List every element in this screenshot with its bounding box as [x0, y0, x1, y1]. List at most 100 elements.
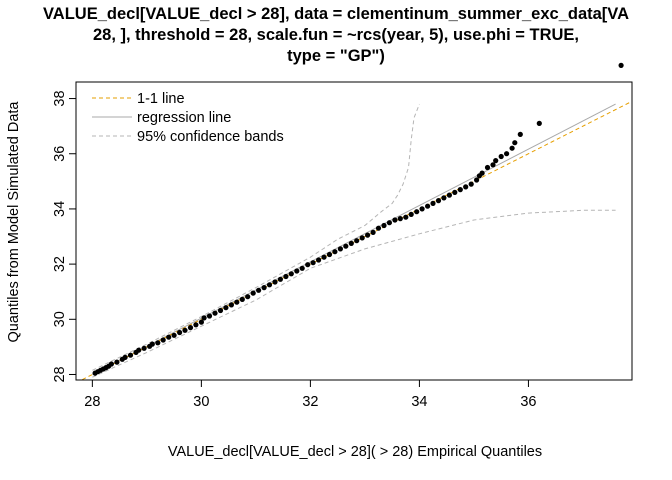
data-point	[149, 341, 155, 347]
data-point	[193, 322, 199, 328]
data-point	[479, 170, 485, 176]
data-point	[365, 232, 371, 238]
x-tick-label: 28	[84, 394, 100, 410]
data-point	[234, 299, 240, 305]
data-point	[425, 203, 431, 209]
data-point	[223, 305, 229, 311]
legend-label: 1-1 line	[137, 91, 185, 107]
y-tick-label: 32	[52, 256, 68, 272]
data-point	[435, 198, 442, 204]
data-point	[484, 164, 491, 171]
data-point	[326, 251, 333, 258]
chart-title-line-3: type = "GP")	[287, 47, 385, 65]
data-point	[141, 345, 147, 351]
legend-label: 95% confidence bands	[137, 129, 284, 145]
y-axis-label: Quantiles from Model Simulated Data	[6, 101, 22, 343]
data-point	[277, 276, 283, 282]
data-point	[618, 62, 624, 68]
data-point	[201, 315, 207, 321]
data-point	[359, 235, 365, 241]
data-point	[305, 262, 311, 268]
regression-line	[92, 103, 616, 375]
data-point	[414, 209, 420, 215]
data-point	[316, 257, 322, 263]
data-point	[457, 187, 463, 193]
data-point	[294, 268, 300, 274]
data-point	[354, 238, 360, 244]
y-tick-label: 30	[52, 311, 68, 327]
data-point	[266, 282, 273, 288]
y-tick-label: 38	[52, 90, 68, 106]
data-points	[92, 62, 624, 376]
data-point	[114, 359, 120, 365]
data-point	[261, 285, 267, 291]
upper-confidence-band	[92, 103, 420, 371]
data-point	[272, 279, 278, 285]
y-axis: 28 30 32 34 36 38	[52, 90, 76, 383]
y-tick-label: 28	[52, 366, 68, 382]
data-point	[108, 361, 114, 367]
data-point	[498, 153, 504, 160]
data-point	[187, 325, 194, 331]
data-point	[375, 225, 382, 231]
data-point	[452, 189, 458, 195]
chart-title-line-2: 28, ], threshold = 28, scale.fun = ~rcs(…	[92, 26, 580, 44]
data-point	[517, 131, 523, 137]
plot-frame	[75, 81, 633, 381]
data-point	[212, 310, 218, 316]
data-point	[182, 327, 188, 333]
data-point	[136, 347, 142, 353]
data-point	[403, 214, 409, 220]
data-point	[127, 352, 134, 358]
data-point	[343, 243, 349, 249]
data-point	[245, 294, 251, 300]
data-point	[239, 296, 245, 302]
data-point	[512, 140, 518, 146]
y-tick-label: 34	[52, 201, 68, 217]
lower-confidence-band	[92, 209, 616, 378]
data-point	[381, 222, 387, 229]
data-point	[419, 206, 425, 212]
x-axis: 28 30 32 34 36	[84, 380, 537, 410]
data-point	[288, 271, 294, 277]
data-point	[228, 302, 234, 308]
one-to-one-line	[80, 100, 632, 380]
data-point	[468, 181, 474, 187]
data-point	[504, 151, 510, 157]
data-point	[441, 195, 447, 201]
data-point	[122, 354, 128, 360]
data-point	[430, 200, 436, 206]
data-point	[392, 217, 398, 223]
data-point	[160, 337, 166, 343]
chart-title: VALUE_decl[VALUE_decl > 28], data = clem…	[0, 4, 672, 74]
data-point	[206, 313, 213, 319]
data-point	[348, 240, 354, 246]
confidence-bands	[92, 103, 616, 378]
data-point	[321, 254, 327, 260]
y-tick-label: 36	[52, 146, 68, 162]
x-tick-label: 36	[520, 394, 536, 410]
data-point	[408, 211, 414, 217]
data-point	[493, 158, 499, 164]
x-tick-label: 32	[302, 394, 318, 410]
data-point	[370, 229, 376, 235]
data-point	[283, 273, 289, 280]
data-point	[386, 220, 392, 226]
data-point	[536, 120, 542, 126]
legend: 1-1 line regression line 95% confidence ba…	[92, 91, 284, 145]
x-tick-label: 34	[411, 394, 427, 410]
data-point	[446, 192, 452, 198]
data-point	[155, 340, 161, 346]
chart-title-line-1: VALUE_decl[VALUE_decl > 28], data = clem…	[43, 5, 629, 23]
data-point	[166, 334, 172, 340]
reference-lines	[80, 100, 632, 380]
data-point	[397, 216, 403, 222]
data-point	[256, 287, 262, 293]
data-point	[250, 290, 256, 296]
data-point	[217, 307, 224, 314]
data-point	[198, 319, 204, 325]
data-point	[177, 329, 183, 336]
data-point	[490, 162, 496, 168]
x-tick-label: 30	[193, 394, 209, 410]
